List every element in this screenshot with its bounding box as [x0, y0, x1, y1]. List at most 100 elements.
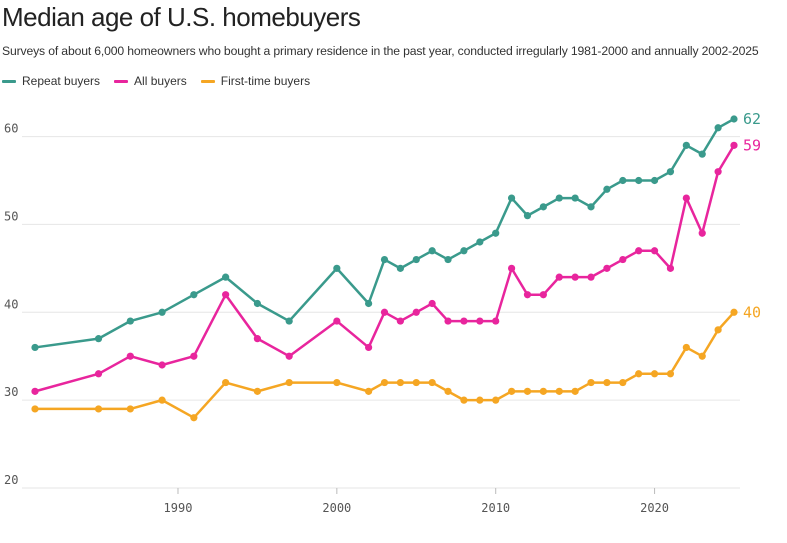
- y-tick-label-40: 40: [4, 297, 18, 311]
- data-point-repeat-buyers-2021: [666, 168, 675, 176]
- data-point-first-time-buyers-2002: [365, 387, 373, 395]
- data-point-first-time-buyers-2008: [460, 396, 468, 404]
- end-label-first-time-buyers: 40: [743, 303, 761, 321]
- data-point-repeat-buyers-2002: [365, 299, 373, 308]
- data-point-all-buyers-2009: [476, 317, 484, 325]
- data-point-repeat-buyers-2025: [730, 115, 738, 123]
- series-line-all-buyers: [33, 144, 736, 393]
- data-point-all-buyers-2025: [730, 141, 738, 149]
- data-point-all-buyers-1989: [158, 361, 166, 369]
- data-point-repeat-buyers-2013: [539, 203, 547, 211]
- data-point-all-buyers-2008: [460, 317, 468, 325]
- data-point-first-time-buyers-1995: [253, 387, 262, 395]
- data-point-all-buyers-2014: [555, 273, 563, 281]
- data-point-first-time-buyers-1997: [285, 378, 293, 387]
- data-point-all-buyers-2011: [507, 264, 516, 272]
- data-point-first-time-buyers-2009: [476, 396, 484, 404]
- data-point-all-buyers-2022: [682, 194, 690, 202]
- data-point-all-buyers-2012: [523, 291, 532, 299]
- data-point-repeat-buyers-2017: [603, 185, 611, 193]
- data-point-first-time-buyers-1989: [158, 396, 166, 404]
- data-point-repeat-buyers-2006: [428, 247, 436, 255]
- data-point-all-buyers-2003: [380, 308, 389, 316]
- data-point-repeat-buyers-2011: [507, 194, 516, 202]
- data-point-all-buyers-1997: [285, 352, 293, 360]
- chart-title: Median age of U.S. homebuyers: [2, 2, 361, 32]
- data-point-repeat-buyers-2014: [555, 194, 563, 202]
- data-point-repeat-buyers-1997: [285, 317, 293, 325]
- legend-item-repeat-buyers: Repeat buyers: [2, 74, 100, 88]
- data-point-repeat-buyers-2004: [396, 264, 404, 272]
- data-point-all-buyers-2010: [492, 317, 500, 325]
- data-point-repeat-buyers-2012: [523, 212, 532, 220]
- data-point-all-buyers-1981: [31, 387, 39, 395]
- data-point-first-time-buyers-2017: [603, 378, 611, 387]
- data-point-first-time-buyers-1991: [190, 414, 198, 422]
- data-point-all-buyers-2013: [539, 291, 547, 299]
- data-point-repeat-buyers-2003: [380, 255, 389, 264]
- data-point-repeat-buyers-2005: [412, 255, 420, 264]
- data-point-first-time-buyers-2016: [587, 378, 595, 387]
- data-point-first-time-buyers-2003: [380, 378, 389, 387]
- data-point-repeat-buyers-2007: [444, 255, 452, 264]
- data-point-repeat-buyers-2008: [460, 247, 468, 255]
- data-point-first-time-buyers-2005: [412, 378, 420, 387]
- data-point-all-buyers-2020: [650, 247, 659, 255]
- legend-swatch-first-time-buyers: [200, 79, 215, 83]
- data-point-all-buyers-2024: [714, 168, 722, 176]
- data-point-first-time-buyers-2019: [635, 370, 643, 378]
- data-point-first-time-buyers-2022: [682, 343, 690, 352]
- data-point-all-buyers-1991: [190, 352, 198, 360]
- data-point-all-buyers-2021: [666, 264, 675, 272]
- data-point-first-time-buyers-2013: [539, 387, 547, 395]
- data-point-first-time-buyers-1987: [126, 405, 134, 413]
- x-tick-label-1990: 1990: [164, 501, 193, 515]
- x-tick-label-2020: 2020: [640, 501, 669, 515]
- legend: Repeat buyers All buyers First-time buye…: [2, 74, 324, 88]
- end-label-all-buyers: 59: [743, 136, 761, 154]
- data-point-all-buyers-2005: [412, 308, 420, 316]
- data-point-all-buyers-2019: [635, 247, 643, 255]
- data-point-first-time-buyers-2011: [507, 387, 516, 395]
- data-point-repeat-buyers-2019: [635, 176, 643, 185]
- data-point-repeat-buyers-2015: [571, 194, 579, 202]
- data-point-first-time-buyers-1985: [94, 405, 103, 413]
- y-tick-label-30: 30: [4, 385, 18, 399]
- y-tick-label-50: 50: [4, 209, 18, 223]
- data-point-all-buyers-1995: [253, 335, 262, 343]
- data-point-repeat-buyers-1993: [222, 273, 230, 281]
- data-point-repeat-buyers-1995: [253, 299, 262, 308]
- data-point-first-time-buyers-2000: [333, 378, 341, 387]
- data-point-first-time-buyers-2024: [714, 326, 722, 334]
- legend-label-repeat-buyers: Repeat buyers: [22, 74, 101, 88]
- data-point-first-time-buyers-1981: [31, 405, 39, 413]
- data-point-first-time-buyers-2018: [619, 378, 627, 387]
- data-point-first-time-buyers-2015: [571, 387, 579, 395]
- data-point-repeat-buyers-1991: [190, 291, 198, 299]
- data-point-repeat-buyers-2023: [698, 150, 706, 158]
- data-point-all-buyers-2017: [603, 264, 611, 272]
- data-point-first-time-buyers-1993: [222, 378, 230, 387]
- legend-item-all-buyers: All buyers: [114, 74, 187, 88]
- data-point-first-time-buyers-2004: [396, 378, 404, 387]
- data-point-all-buyers-2002: [365, 343, 373, 352]
- data-point-repeat-buyers-2016: [587, 203, 595, 211]
- data-point-repeat-buyers-2024: [714, 124, 722, 132]
- data-point-all-buyers-2016: [587, 273, 595, 281]
- legend-label-first-time-buyers: First-time buyers: [220, 74, 311, 88]
- data-point-all-buyers-2015: [571, 273, 579, 281]
- data-point-first-time-buyers-2014: [555, 387, 563, 395]
- data-point-repeat-buyers-1987: [126, 317, 134, 325]
- data-point-first-time-buyers-2023: [698, 352, 706, 360]
- data-point-first-time-buyers-2020: [650, 370, 659, 378]
- legend-item-first-time-buyers: First-time buyers: [200, 74, 311, 88]
- data-point-all-buyers-1987: [126, 352, 134, 360]
- legend-label-all-buyers: All buyers: [134, 74, 187, 88]
- chart-subtitle: Surveys of about 6,000 homeowners who bo…: [2, 44, 759, 58]
- data-point-first-time-buyers-2007: [444, 387, 452, 395]
- data-point-repeat-buyers-1981: [31, 343, 39, 352]
- data-point-repeat-buyers-2022: [682, 141, 690, 149]
- data-point-repeat-buyers-2000: [333, 264, 341, 272]
- data-point-repeat-buyers-1989: [158, 308, 166, 316]
